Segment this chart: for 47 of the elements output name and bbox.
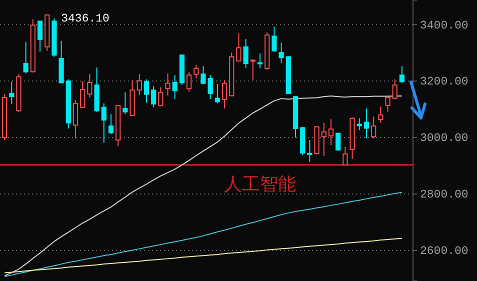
line-series: [4, 238, 402, 274]
candlestick: [307, 140, 312, 162]
y-tick-label: 3400.00: [420, 19, 468, 32]
candlestick: [364, 108, 370, 139]
ref-line-label: 人工智能: [224, 174, 296, 195]
candlestick: [399, 66, 405, 84]
candlestick: [165, 72, 170, 96]
candlestick: [392, 78, 398, 100]
candlestick: [371, 116, 376, 139]
candlestick: [222, 80, 228, 109]
candlestick: [336, 132, 341, 152]
candlestick: [122, 92, 128, 115]
candlestick: [257, 52, 263, 69]
candlestick: [272, 26, 277, 52]
candlestick: [378, 106, 384, 124]
candlestick: [151, 86, 156, 108]
y-tick-label: 3000.00: [420, 132, 468, 146]
candlestick: [136, 73, 142, 96]
candlestick: [278, 42, 284, 64]
candlestick: [243, 38, 248, 68]
candlestick: [108, 114, 114, 135]
y-tick-label: 3200.00: [420, 76, 468, 89]
candlestick: [158, 86, 164, 107]
line-series: [4, 192, 402, 277]
candlestick: [328, 118, 334, 146]
y-tick-label: 2800.00: [420, 188, 468, 202]
candlestick: [321, 122, 326, 157]
candlestick: [194, 64, 199, 80]
candlestick: [186, 71, 192, 92]
candlestick: [342, 146, 348, 166]
candlestick: [200, 66, 206, 85]
candlestick: [9, 81, 14, 104]
candlestick: [144, 78, 150, 104]
y-tick-label: 2600.00: [420, 245, 468, 258]
candlestick: [214, 84, 220, 104]
candlestick: [208, 74, 213, 100]
candlestick: [172, 74, 178, 100]
candlestick: [87, 73, 92, 98]
candlestick: [72, 99, 78, 139]
candlestick: [23, 41, 28, 74]
candlestick: [80, 80, 86, 108]
candlestick: [101, 102, 106, 144]
annotation: 3436.10: [61, 12, 110, 26]
candlestick: [236, 32, 242, 62]
candlestick: [250, 58, 256, 81]
candlestick: [37, 20, 43, 52]
candlestick: [385, 94, 390, 112]
